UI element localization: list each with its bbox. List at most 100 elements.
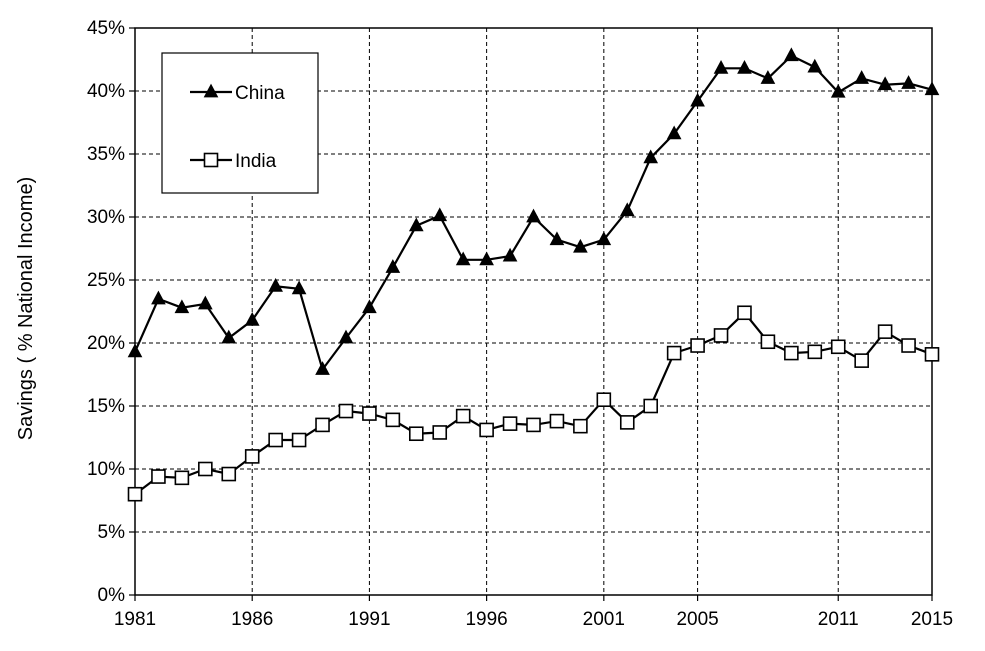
data-point-india [338, 403, 354, 419]
data-point-india [713, 328, 729, 343]
data-point-china [244, 312, 260, 326]
legend-marker-china [203, 83, 219, 98]
data-point-china [455, 251, 471, 266]
legend-label-china: China [235, 83, 285, 104]
data-point-china [784, 47, 799, 62]
data-point-india [221, 466, 237, 482]
data-point-china [924, 81, 940, 96]
legend-label-india: India [235, 151, 277, 172]
data-point-india [924, 347, 940, 362]
data-point-india [573, 418, 588, 434]
data-point-india [877, 324, 893, 339]
data-point-china [197, 295, 213, 310]
data-point-china [666, 125, 682, 140]
data-point-china [573, 238, 588, 253]
series-india [127, 305, 940, 502]
data-point-india [315, 417, 330, 433]
x-tick-label: 2005 [676, 609, 718, 630]
legend-item-china: China [190, 83, 285, 104]
plot-frame [134, 27, 933, 596]
data-point-india [502, 416, 518, 431]
data-point-china [830, 83, 846, 98]
x-tick-label: 1996 [465, 609, 507, 630]
data-point-india [291, 432, 307, 448]
data-point-india [268, 432, 283, 448]
data-point-india [362, 406, 377, 421]
data-point-india [643, 398, 659, 414]
data-point-china [596, 231, 612, 246]
data-point-india [408, 426, 424, 442]
x-tick-label: 2015 [911, 609, 953, 630]
data-point-china [643, 149, 659, 164]
data-point-india [830, 339, 846, 355]
data-point-india [901, 338, 916, 353]
legend-marker-india [203, 152, 219, 168]
y-tick-label: 35% [87, 144, 125, 165]
data-point-china [760, 70, 776, 84]
data-point-india [619, 415, 635, 430]
data-point-india [854, 353, 869, 368]
data-point-india [127, 486, 143, 502]
data-point-china [549, 231, 565, 246]
x-tick-label: 2001 [583, 609, 625, 630]
y-axis-label: Savings ( % National Income) [15, 177, 37, 440]
data-point-china [385, 259, 401, 273]
y-tick-label: 0% [98, 585, 126, 606]
data-point-india [151, 469, 166, 484]
data-point-china [127, 343, 143, 358]
data-point-india [455, 408, 471, 424]
legend-box [161, 52, 319, 194]
data-point-india [690, 338, 705, 353]
data-point-china [221, 329, 237, 344]
x-tick-label: 1991 [348, 609, 390, 630]
y-tick-label: 45% [87, 18, 125, 39]
data-point-india [174, 470, 190, 486]
data-point-india [432, 425, 448, 440]
data-point-china [619, 202, 635, 217]
y-axis: 0% 5% 10% 15% 20% 25% 30% 35% 40% 45% [87, 18, 135, 606]
y-tick-label: 5% [98, 522, 126, 543]
y-tick-label: 15% [87, 396, 125, 417]
data-point-india [784, 345, 799, 361]
series-layer [127, 47, 940, 502]
data-point-china [479, 251, 494, 266]
data-point-china [315, 361, 330, 375]
x-tick-label: 1981 [114, 609, 156, 630]
data-point-china [174, 299, 190, 314]
data-point-india [666, 345, 682, 361]
data-point-india [549, 413, 565, 429]
data-point-india [807, 344, 823, 360]
data-point-china [268, 277, 283, 292]
y-tick-label: 10% [87, 459, 125, 480]
data-point-china [502, 247, 518, 262]
data-point-india [526, 417, 541, 433]
y-tick-label: 20% [87, 333, 125, 354]
legend-item-india: India [190, 151, 277, 172]
data-point-china [713, 60, 729, 74]
legend: China India [161, 52, 319, 194]
x-axis: 1981 1986 1991 1996 2001 2005 2011 2015 [114, 595, 953, 630]
data-point-india [244, 449, 260, 464]
data-point-china [338, 329, 354, 344]
data-point-india [385, 412, 401, 428]
data-point-china [362, 299, 377, 314]
x-tick-label: 1986 [231, 609, 273, 630]
data-point-china [877, 76, 893, 91]
y-tick-label: 25% [87, 270, 125, 291]
y-tick-label: 30% [87, 207, 125, 228]
data-point-china [807, 58, 823, 73]
data-point-india [596, 392, 612, 408]
data-point-india [479, 422, 494, 438]
data-point-china [854, 70, 870, 84]
data-point-china [432, 207, 448, 222]
data-point-india [198, 461, 213, 477]
data-point-china [291, 280, 307, 295]
y-tick-label: 40% [87, 81, 125, 102]
data-point-china [737, 60, 752, 74]
data-point-china [408, 217, 424, 232]
data-point-india [760, 334, 776, 350]
series-china [127, 47, 940, 375]
x-tick-label: 2011 [818, 609, 859, 630]
data-point-china [526, 208, 541, 223]
